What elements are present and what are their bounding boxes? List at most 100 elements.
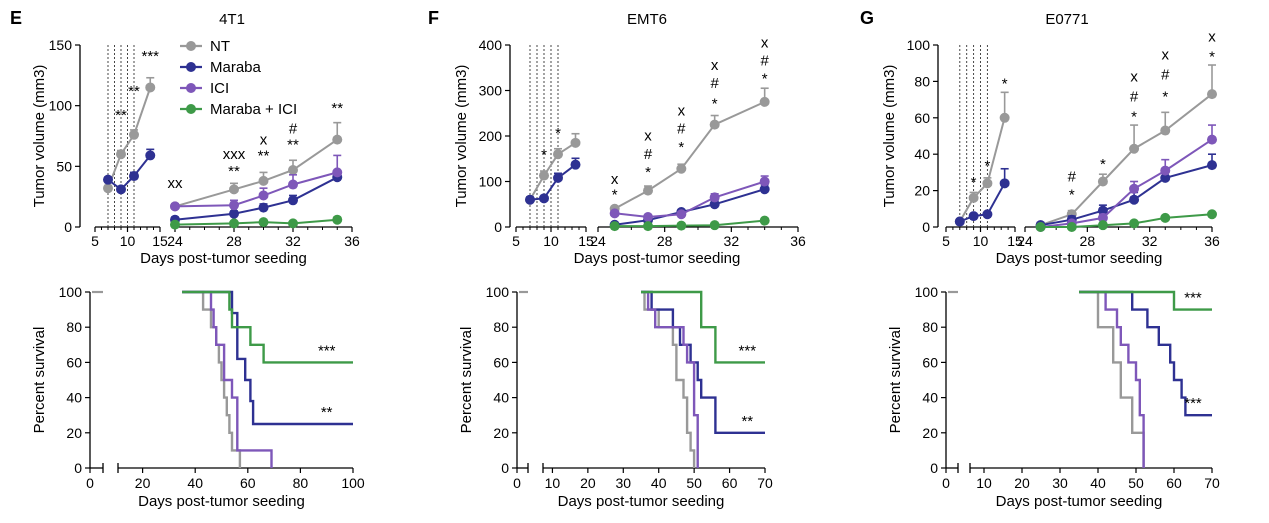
- data-point: [759, 176, 770, 187]
- x-tick-label: 28: [657, 233, 673, 249]
- y-tick-label: 0: [501, 460, 509, 476]
- data-point: [643, 185, 653, 196]
- significance-annotation: *: [612, 187, 618, 204]
- x-tick-label: 60: [240, 475, 256, 491]
- series-maraba-ici: [170, 214, 343, 230]
- significance-annotation: #: [644, 146, 653, 163]
- significance-annotation: x: [644, 128, 652, 145]
- x-tick-label: 70: [757, 475, 773, 491]
- data-point: [709, 220, 720, 231]
- data-point: [999, 112, 1010, 123]
- x-tick-label: 20: [135, 475, 151, 491]
- x-tick-label: 40: [651, 475, 667, 491]
- data-point: [570, 137, 581, 148]
- significance-annotation: *: [971, 174, 977, 191]
- y-axis-label: Tumor volume (mm3): [881, 65, 898, 208]
- significance-annotation: #: [760, 52, 769, 69]
- y-tick-label: 50: [56, 158, 72, 174]
- data-point: [332, 214, 343, 225]
- panel-letter-g: G: [860, 8, 874, 28]
- survival-chart-f: 0 20 40 60 80 100 Percent survival 0 10 20 30 40 50 6…: [458, 284, 773, 510]
- y-tick-label: 400: [479, 37, 503, 53]
- y-tick-label: 100: [49, 98, 73, 114]
- data-point: [288, 195, 298, 206]
- y-tick-label: 80: [66, 319, 82, 335]
- series-line: [614, 100, 766, 210]
- legend-label: Maraba: [210, 59, 262, 76]
- y-tick-label: 0: [922, 219, 930, 235]
- x-tick-label: 10: [543, 233, 559, 249]
- x-axis-label: Days post-tumor seeding: [996, 493, 1163, 510]
- y-tick-label: 60: [922, 354, 938, 370]
- significance-annotation: x: [1130, 68, 1138, 85]
- x-tick-label: 40: [187, 475, 203, 491]
- y-axis-label: Percent survival: [31, 327, 48, 434]
- x-tick-label: 32: [724, 233, 740, 249]
- y-tick-label: 100: [479, 174, 503, 190]
- x-tick-label: 28: [1080, 233, 1096, 249]
- series-ici: [170, 154, 343, 212]
- data-point: [609, 221, 620, 232]
- significance-annotation: *: [762, 71, 768, 88]
- data-point: [553, 149, 563, 160]
- series-line: [614, 188, 765, 226]
- x-tick-label: 50: [686, 475, 702, 491]
- significance-annotation: *: [1131, 108, 1137, 125]
- significance-annotation: #: [710, 75, 719, 92]
- x-tick-label: 80: [293, 475, 309, 491]
- y-tick-label: 40: [493, 390, 509, 406]
- y-tick-label: 100: [59, 284, 83, 300]
- data-point: [145, 150, 156, 161]
- y-tick-label: 0: [64, 219, 72, 235]
- significance-annotation: *: [984, 158, 990, 175]
- significance-annotation: x: [678, 103, 686, 120]
- x-tick-label: 20: [1014, 475, 1030, 491]
- significance-annotation: xxx: [223, 146, 246, 163]
- data-point: [258, 175, 269, 186]
- data-point: [1129, 218, 1140, 229]
- series-nt: [954, 64, 1217, 231]
- x-axis-label: Days post-tumor seeding: [996, 250, 1163, 267]
- significance-annotation: *: [555, 125, 561, 142]
- significance-annotation: *: [1100, 156, 1106, 173]
- y-axis-label: Tumor volume (mm3): [453, 65, 470, 208]
- data-point: [643, 221, 653, 232]
- significance-annotation: *: [678, 139, 684, 156]
- significance-annotation: ***: [1184, 290, 1202, 307]
- data-point: [968, 211, 979, 222]
- survival-curve-nt: [1079, 290, 1145, 468]
- series-line: [174, 138, 338, 208]
- panel-letter-f: F: [428, 8, 439, 28]
- data-point: [1207, 134, 1217, 145]
- survival-curve-ici: [641, 290, 699, 468]
- significance-annotation: x: [1208, 28, 1216, 45]
- x-tick-label: 50: [1128, 475, 1144, 491]
- data-point: [1097, 220, 1108, 231]
- x-tick-label: 24: [590, 233, 606, 249]
- data-point: [1160, 165, 1171, 176]
- series-line: [1040, 164, 1213, 227]
- legend-marker: [186, 62, 196, 72]
- x-axis-label: Days post-tumor seeding: [140, 250, 307, 267]
- data-point: [982, 178, 993, 189]
- data-point: [525, 194, 535, 205]
- y-tick-label: 20: [493, 425, 509, 441]
- x-tick-label: 15: [1007, 233, 1023, 249]
- panel-letter-e: E: [10, 8, 22, 28]
- data-point: [229, 200, 239, 211]
- x-tick-label: 5: [942, 233, 950, 249]
- x-tick-label: 15: [152, 233, 168, 249]
- data-point: [570, 159, 581, 170]
- data-point: [129, 129, 139, 140]
- significance-annotation: *: [1162, 88, 1168, 105]
- x-tick-label: 15: [578, 233, 594, 249]
- significance-annotation: **: [741, 413, 753, 430]
- significance-annotation: *: [1209, 48, 1215, 65]
- panel-title-f: EMT6: [627, 11, 667, 28]
- data-point: [1097, 176, 1108, 187]
- x-tick-label: 24: [1017, 233, 1033, 249]
- panel-title-g: E0771: [1045, 11, 1088, 28]
